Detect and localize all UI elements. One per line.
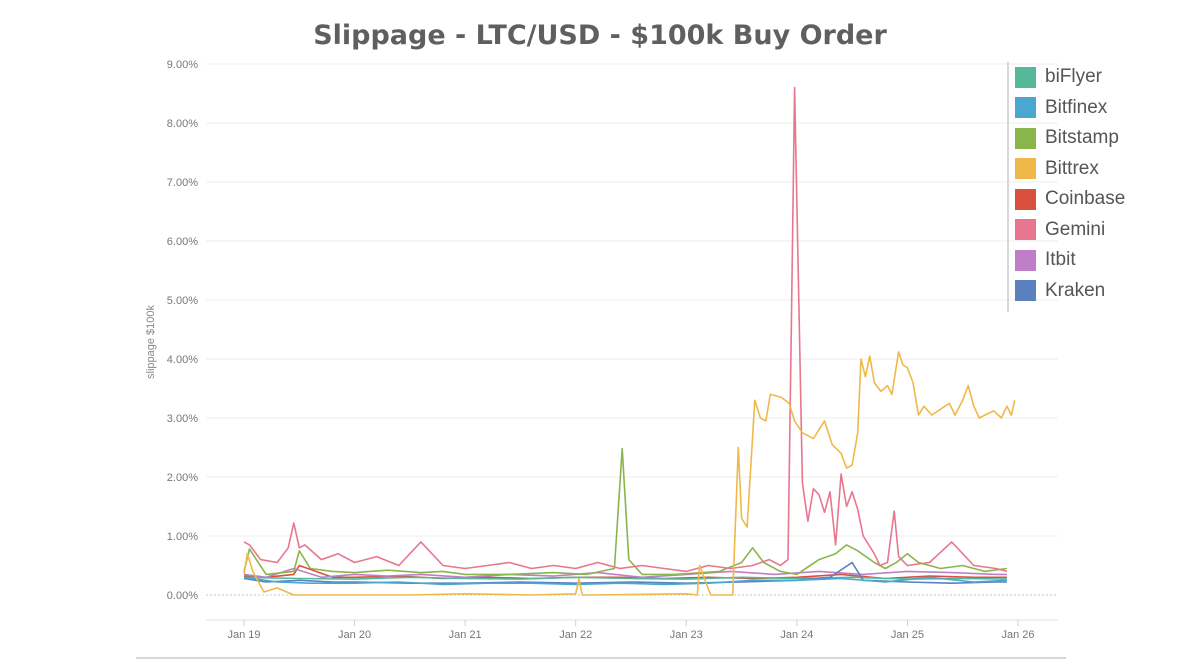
legend-label: Itbit [1045, 249, 1076, 271]
series-lines [243, 86, 1016, 596]
x-tick-label: Jan 25 [891, 629, 924, 641]
x-tick-label: Jan 20 [338, 629, 371, 641]
y-tick-label: 5.00% [167, 295, 198, 307]
legend-swatch [1015, 188, 1036, 210]
y-tick-label: 9.00% [167, 59, 198, 71]
legend-item-kraken[interactable]: Kraken [1009, 276, 1154, 307]
y-tick-label: 0.00% [167, 590, 198, 602]
legend-swatch [1015, 249, 1036, 271]
x-tick-label: Jan 19 [227, 629, 260, 641]
legend-item-gemini[interactable]: Gemini [1009, 215, 1154, 246]
legend-swatch [1015, 158, 1036, 180]
legend-label: biFlyer [1045, 66, 1103, 88]
series-line-bitfinex [243, 576, 1007, 586]
legend-item-biflyer[interactable]: biFlyer [1009, 62, 1154, 93]
legend-swatch [1015, 280, 1036, 302]
series-line-gemini [243, 86, 1008, 573]
series-line-biflyer [243, 576, 1007, 580]
legend-item-itbit[interactable]: Itbit [1009, 245, 1154, 276]
legend-label: Gemini [1045, 218, 1106, 240]
x-tick-label: Jan 24 [780, 629, 813, 641]
series-line-bitstamp [243, 447, 1008, 576]
legend-item-bittrex[interactable]: Bittrex [1009, 154, 1154, 185]
bottom-divider [136, 657, 1066, 659]
legend-item-bitfinex[interactable]: Bitfinex [1009, 93, 1154, 124]
legend-label: Bitfinex [1045, 96, 1108, 118]
y-tick-label: 1.00% [167, 531, 198, 543]
legend-swatch [1015, 219, 1036, 241]
y-axis: 0.00% 1.00% 2.00% 3.00% 4.00% 5.00% 6.00% 7.00%… [167, 59, 198, 602]
y-tick-label: 8.00% [167, 118, 198, 130]
x-axis: Jan 19 Jan 20 Jan 21 Jan 22 Jan 23 Jan 24 Jan … [206, 619, 1058, 641]
x-tick-label: Jan 21 [449, 629, 482, 641]
legend-label: Kraken [1045, 279, 1106, 301]
chart-title: Slippage - LTC/USD - $100k Buy Order [313, 20, 887, 51]
legend-item-bitstamp[interactable]: Bitstamp [1009, 123, 1154, 154]
series-line-bittrex [243, 351, 1016, 596]
legend-item-coinbase[interactable]: Coinbase [1009, 184, 1154, 215]
x-tick-label: Jan 22 [559, 629, 592, 641]
legend-label: Bitstamp [1045, 127, 1119, 149]
y-axis-label: slippage $100k [145, 305, 157, 380]
x-tick-label: Jan 23 [670, 629, 703, 641]
legend-label: Bittrex [1045, 157, 1099, 179]
y-tick-label: 6.00% [167, 236, 198, 248]
legend-swatch [1015, 127, 1036, 149]
legend: biFlyer Bitfinex Bitstamp Bittrex Coinbase Ge… [1007, 62, 1154, 312]
gridlines [206, 63, 1058, 596]
y-tick-label: 4.00% [167, 354, 198, 366]
y-tick-label: 3.00% [167, 413, 198, 425]
series-line-kraken [243, 561, 1007, 585]
legend-swatch [1015, 97, 1036, 119]
legend-label: Coinbase [1045, 188, 1126, 210]
y-tick-label: 2.00% [167, 472, 198, 484]
x-tick-label: Jan 26 [1001, 629, 1034, 641]
y-tick-label: 7.00% [167, 177, 198, 189]
legend-swatch [1015, 66, 1036, 88]
